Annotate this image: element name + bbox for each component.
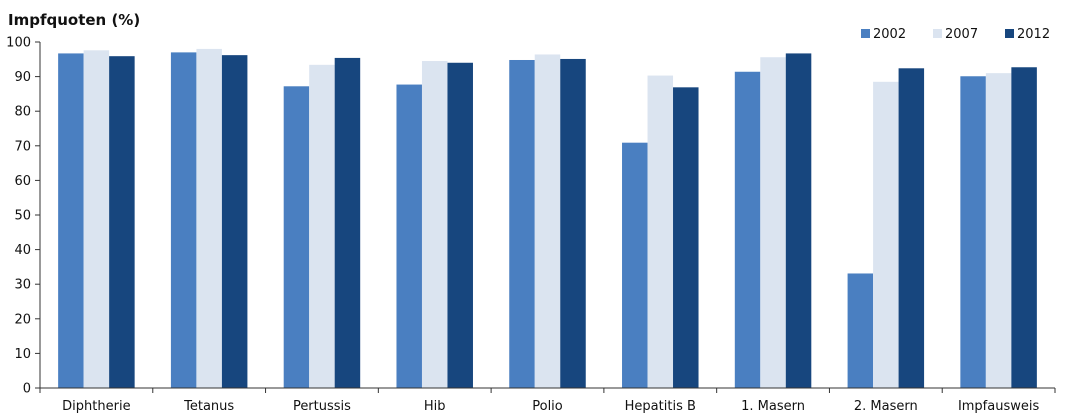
- x-axis: Diphtherie Tetanus Pertussis Hib Polio Hepati…: [39, 387, 1056, 414]
- bars: [58, 48, 1037, 389]
- bar-2012-0: [109, 56, 135, 388]
- bar-2007-1: [196, 48, 222, 389]
- bar-2007-6: [760, 57, 786, 388]
- y-tick-label: 70: [14, 139, 31, 154]
- x-tick-label: Pertussis: [293, 399, 351, 414]
- y-axis-title: Impfquoten (%): [8, 11, 140, 29]
- bar-2007-2: [309, 64, 335, 388]
- y-tick-label: 40: [14, 243, 31, 258]
- legend-swatch-2002: [861, 29, 870, 38]
- legend-label: 2007: [945, 27, 978, 42]
- bar-2002-4: [509, 59, 535, 388]
- y-tick-label: 90: [14, 70, 31, 85]
- x-tick-label: Hepatitis B: [625, 399, 696, 414]
- y-tick-label: 50: [14, 209, 31, 224]
- bar-2002-2: [283, 86, 310, 389]
- x-tick-label: 2. Masern: [854, 399, 918, 414]
- bar-2007-8: [985, 73, 1012, 388]
- y-tick-label: 60: [14, 174, 31, 189]
- bar-2007-3: [421, 61, 448, 388]
- x-tick-label: 1. Masern: [741, 399, 805, 414]
- y-axis-ticks: 0 10 20 30 40 50 60 70 80 90 100: [6, 36, 41, 397]
- x-tick-label: Polio: [532, 399, 563, 414]
- bar-2012-8: [1011, 67, 1037, 389]
- bar-2002-7: [847, 273, 874, 388]
- bar-2012-6: [785, 53, 812, 388]
- y-tick-label: 20: [14, 312, 31, 327]
- x-tick-label: Impfausweis: [958, 399, 1040, 414]
- y-tick-label: 80: [14, 105, 31, 120]
- y-tick-label: 0: [23, 382, 31, 397]
- bar-2002-5: [622, 142, 648, 388]
- legend: 2002 2007 2012: [861, 27, 1050, 42]
- bar-2002-1: [170, 52, 197, 388]
- bar-2002-6: [734, 71, 761, 389]
- bar-2012-5: [673, 87, 699, 389]
- bar-2002-0: [58, 53, 84, 388]
- legend-swatch-2007: [933, 29, 942, 38]
- y-tick-label: 30: [14, 278, 31, 293]
- y-tick-label: 100: [6, 36, 31, 51]
- bar-2007-5: [647, 75, 674, 388]
- bar-2002-3: [396, 84, 422, 389]
- legend-label: 2012: [1017, 27, 1050, 42]
- bar-2007-0: [83, 50, 110, 388]
- bar-2012-1: [221, 55, 248, 388]
- bar-2002-8: [960, 76, 986, 388]
- y-tick-label: 10: [14, 347, 31, 362]
- bar-2012-4: [560, 58, 586, 388]
- bar-2012-3: [447, 62, 473, 388]
- legend-swatch-2012: [1005, 29, 1014, 38]
- bar-2012-7: [898, 68, 925, 389]
- bar-2007-7: [873, 81, 899, 388]
- bar-2007-4: [534, 54, 561, 389]
- x-tick-label: Hib: [424, 399, 446, 414]
- x-tick-label: Tetanus: [183, 399, 234, 414]
- x-tick-label: Diphtherie: [62, 399, 130, 414]
- legend-label: 2002: [873, 27, 906, 42]
- bar-2012-2: [334, 57, 361, 388]
